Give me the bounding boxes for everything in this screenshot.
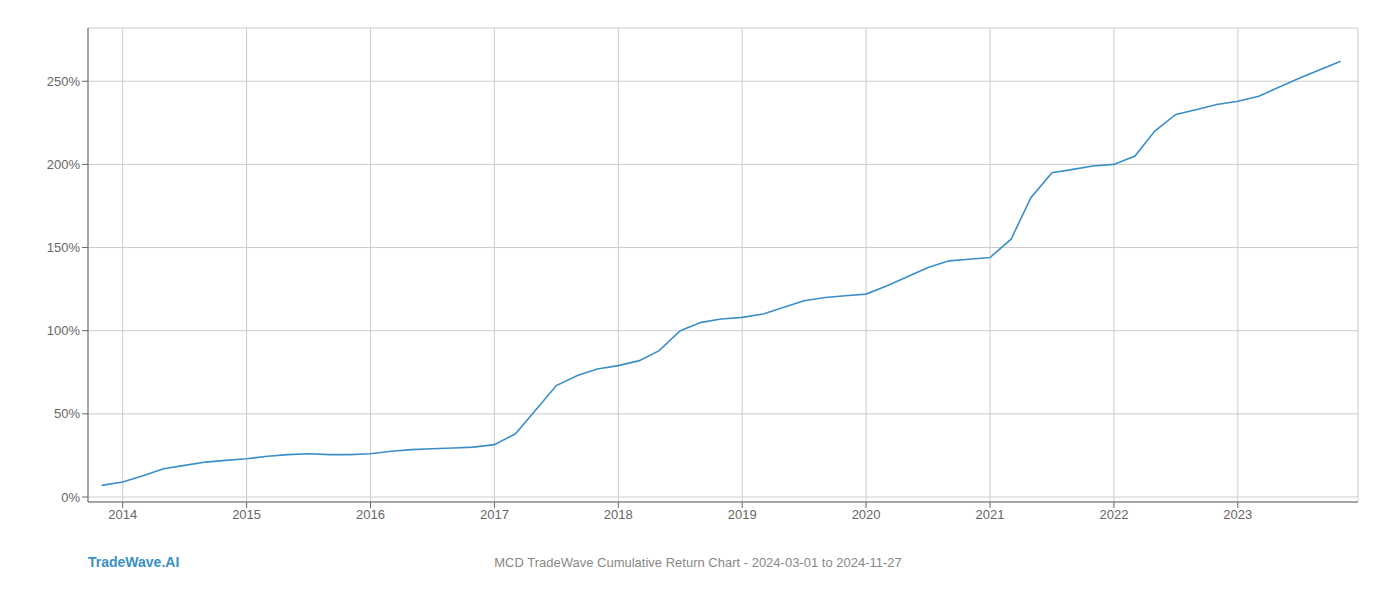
svg-text:2023: 2023	[1223, 507, 1252, 522]
svg-text:200%: 200%	[47, 157, 81, 172]
svg-text:50%: 50%	[54, 406, 80, 421]
svg-text:2018: 2018	[604, 507, 633, 522]
svg-text:2020: 2020	[852, 507, 881, 522]
svg-text:2017: 2017	[480, 507, 509, 522]
svg-text:2014: 2014	[108, 507, 137, 522]
svg-text:2022: 2022	[1099, 507, 1128, 522]
svg-text:0%: 0%	[61, 490, 80, 505]
html-text:MCD TradeWave Cumulative Retur: MCD TradeWave Cumulative Return Chart - …	[494, 555, 902, 570]
svg-text:100%: 100%	[47, 323, 81, 338]
svg-text:150%: 150%	[47, 240, 81, 255]
svg-text:2016: 2016	[356, 507, 385, 522]
svg-text:250%: 250%	[47, 74, 81, 89]
svg-text:2015: 2015	[232, 507, 261, 522]
svg-text:2019: 2019	[728, 507, 757, 522]
svg-text:2021: 2021	[976, 507, 1005, 522]
html-text:TradeWave.AI: TradeWave.AI	[88, 554, 180, 570]
